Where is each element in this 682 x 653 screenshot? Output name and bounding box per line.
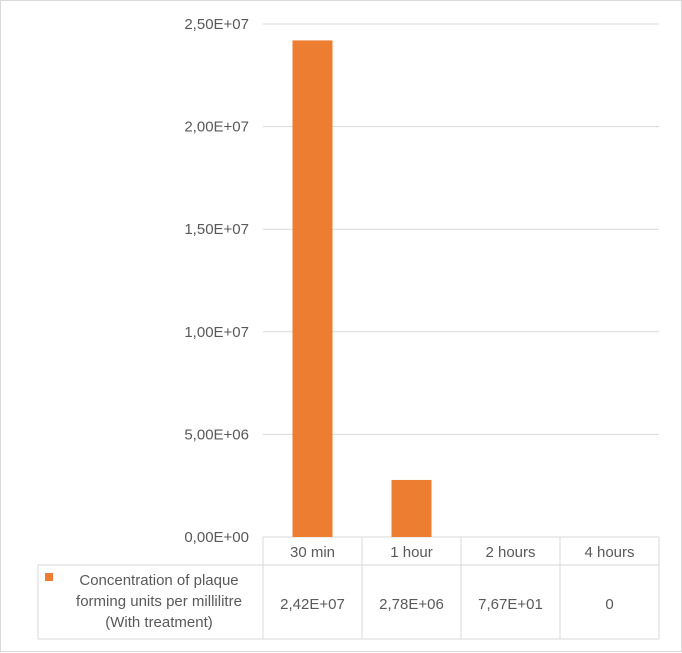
x-category-label: 1 hour [390, 544, 433, 561]
y-tick-label: 2,50E+07 [184, 16, 249, 33]
bar [293, 40, 333, 537]
x-category-label: 30 min [290, 544, 335, 561]
data-value-label: 2,42E+07 [280, 596, 345, 613]
x-category-label: 4 hours [584, 544, 634, 561]
y-tick-label: 5,00E+06 [184, 426, 249, 443]
legend-series-name: Concentration of plaque [79, 572, 238, 589]
y-axis-tick-labels: 0,00E+00 5,00E+06 1,00E+07 1,50E+07 2,00E+07… [184, 16, 249, 546]
data-value-label: 0 [605, 596, 613, 613]
x-category-label: 2 hours [485, 544, 535, 561]
bars [293, 40, 531, 537]
data-table: 30 min 1 hour 2 hours 4 hours 2,42E+07 2,78E+… [38, 537, 659, 639]
y-tick-label: 1,00E+07 [184, 324, 249, 341]
y-tick-label: 1,50E+07 [184, 221, 249, 238]
bar [392, 480, 432, 537]
y-tick-label: 2,00E+07 [184, 119, 249, 136]
legend-series-name: forming units per millilitre [76, 593, 242, 610]
data-value-label: 7,67E+01 [478, 596, 543, 613]
legend-swatch [45, 573, 53, 581]
data-value-label: 2,78E+06 [379, 596, 444, 613]
y-tick-label: 0,00E+00 [184, 529, 249, 546]
legend-series-name: (With treatment) [105, 614, 213, 631]
